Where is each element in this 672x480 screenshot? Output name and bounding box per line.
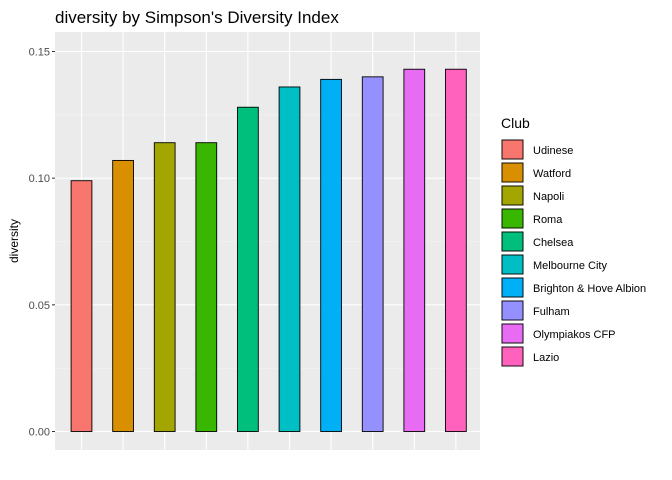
legend-label: Brighton & Hove Albion (533, 283, 646, 295)
legend-swatch (501, 208, 524, 229)
legend-label: Udinese (533, 145, 573, 157)
bars (70, 68, 467, 432)
legend-label: Melbourne City (533, 260, 607, 272)
legend-label: Watford (533, 168, 571, 180)
legend-swatch (501, 185, 524, 206)
chart-title: diversity by Simpson's Diversity Index (55, 8, 339, 27)
bar-lazio (445, 68, 467, 432)
bar-napoli (153, 142, 176, 432)
y-tick-label: 0.00 (29, 427, 50, 439)
legend-swatch (501, 231, 524, 252)
legend-label: Lazio (533, 352, 559, 364)
legend-label: Olympiakos CFP (533, 329, 616, 341)
legend-title: Club (501, 115, 530, 131)
bar-brighton-hove-albion (320, 78, 342, 432)
bar-udinese (70, 180, 93, 432)
legend-label: Chelsea (533, 237, 574, 249)
bar-fulham (361, 76, 384, 432)
legend-swatch (501, 254, 524, 275)
bar-melbourne-city (278, 86, 301, 432)
y-axis-ticks: 0.00 0.05 0.10 0.15 (29, 47, 55, 439)
bar-watford (112, 159, 134, 432)
legend-swatch (501, 323, 524, 344)
bar-chelsea (237, 106, 259, 432)
y-tick-label: 0.15 (29, 47, 50, 59)
legend-swatch (501, 162, 524, 183)
y-tick-label: 0.05 (29, 300, 50, 312)
legend-swatch (501, 277, 524, 298)
legend: Udinese Watford Napoli Roma Chelsea Melbourne… (501, 139, 646, 367)
y-tick-label: 0.10 (29, 173, 50, 185)
bar-roma (195, 142, 218, 432)
y-axis-title: diversity (7, 219, 21, 263)
legend-label: Napoli (533, 191, 564, 203)
legend-label: Roma (533, 214, 563, 226)
legend-swatch (501, 346, 524, 367)
bar-olympiakos-cfp (403, 68, 426, 432)
legend-swatch (501, 300, 524, 321)
legend-label: Fulham (533, 306, 570, 318)
legend-swatch (501, 139, 524, 160)
